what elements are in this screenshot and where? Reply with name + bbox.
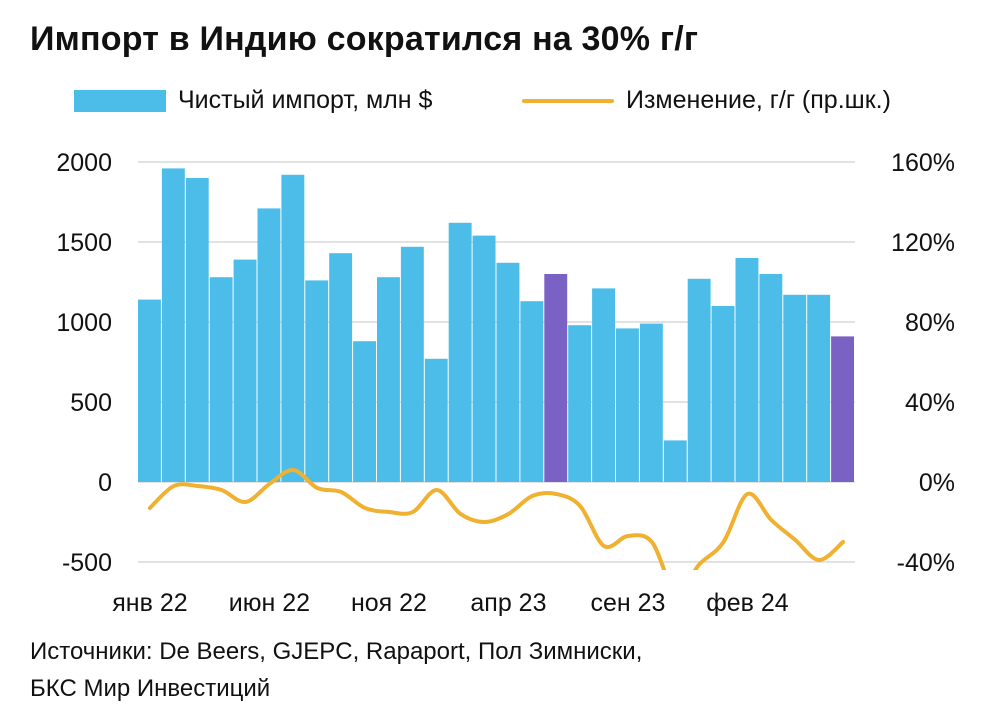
y-left-tick-label: 500 xyxy=(70,389,112,417)
bar xyxy=(209,277,233,482)
chart-legend: Чистый импорт, млн $ Изменение, г/г (пр.… xyxy=(0,86,1000,120)
bar xyxy=(305,280,329,482)
bar xyxy=(185,178,209,482)
y-right-tick-label: 40% xyxy=(905,389,955,417)
y-right-tick-label: 120% xyxy=(891,229,955,257)
y-right-tick-label: 160% xyxy=(891,149,955,177)
bar xyxy=(735,258,759,482)
bar xyxy=(161,168,185,482)
bar xyxy=(472,235,496,482)
bar xyxy=(687,278,711,482)
y-left-tick-label: 0 xyxy=(98,469,112,497)
bar xyxy=(520,301,544,482)
legend-item-line: Изменение, г/г (пр.шк.) xyxy=(522,86,891,115)
y-left-tick-label: -500 xyxy=(62,549,112,577)
legend-line-swatch xyxy=(522,98,614,103)
bar xyxy=(281,174,305,483)
legend-bar-swatch xyxy=(74,89,166,112)
bar xyxy=(616,328,639,482)
y-left-tick-label: 2000 xyxy=(56,149,112,177)
x-tick-label: сен 23 xyxy=(590,589,665,617)
bar xyxy=(663,440,687,482)
bar xyxy=(807,294,831,482)
bar xyxy=(831,336,854,482)
legend-item-bars: Чистый импорт, млн $ xyxy=(74,86,432,115)
x-tick-label: янв 22 xyxy=(112,589,187,617)
bar xyxy=(329,253,353,482)
y-right-tick-label: 80% xyxy=(905,309,955,337)
legend-bar-label: Чистый импорт, млн $ xyxy=(178,86,433,114)
x-tick-label: ноя 22 xyxy=(351,589,427,617)
series-line xyxy=(147,468,845,570)
chart-title: Импорт в Индию сократился на 30% г/г xyxy=(30,20,699,58)
bar xyxy=(400,246,424,482)
bar xyxy=(353,341,376,482)
bar xyxy=(448,222,472,483)
legend-line-label: Изменение, г/г (пр.шк.) xyxy=(626,86,891,114)
source-line-2: БКС Мир Инвестиций xyxy=(30,675,271,702)
x-tick-label: июн 22 xyxy=(229,589,310,617)
source-line-1: Источники: De Beers, GJEPC, Rapaport, По… xyxy=(30,638,643,665)
bar xyxy=(496,262,520,482)
bar xyxy=(233,259,257,482)
bar xyxy=(592,288,615,482)
x-tick-label: апр 23 xyxy=(470,589,546,617)
bar xyxy=(424,358,448,482)
x-tick-label: фев 24 xyxy=(706,589,789,617)
bar xyxy=(544,274,568,482)
bar xyxy=(783,294,807,482)
bar xyxy=(711,306,735,482)
bar xyxy=(377,277,400,482)
bar xyxy=(759,274,783,482)
bar xyxy=(138,299,161,482)
y-left-tick-label: 1000 xyxy=(56,309,112,337)
chart-plot: 2000 1500 1000 500 0 -500 160% 120% 80% 40% 0% -40… xyxy=(56,149,955,617)
bar xyxy=(568,325,592,482)
bar xyxy=(639,323,663,482)
bar xyxy=(257,208,281,482)
source-note: Источники: De Beers, GJEPC, Rapaport, По… xyxy=(30,633,642,707)
y-right-tick-label: 0% xyxy=(919,469,955,497)
y-right-tick-label: -40% xyxy=(897,549,955,577)
y-left-tick-label: 1500 xyxy=(56,229,112,257)
